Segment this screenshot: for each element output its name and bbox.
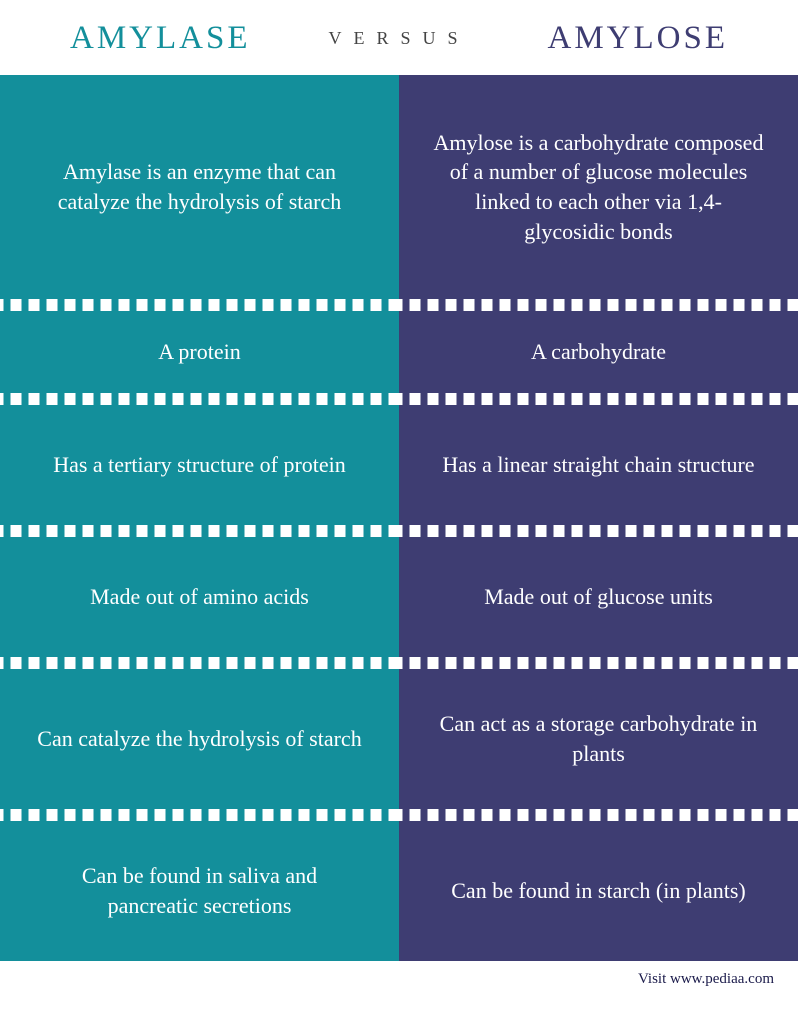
divider-icon [399, 393, 798, 405]
divider-icon [0, 657, 399, 669]
divider-icon [399, 525, 798, 537]
divider-icon [0, 525, 399, 537]
left-cell-type: A protein [0, 311, 399, 393]
divider-icon [0, 393, 399, 405]
left-cell-location: Can be found in saliva and pancreatic se… [0, 821, 399, 961]
right-cell-definition: Amylose is a carbohydrate composed of a … [399, 75, 798, 299]
comparison-infographic: AMYLASE VERSUS AMYLOSE Amylase is an enz… [0, 0, 798, 1004]
right-cell-type: A carbohydrate [399, 311, 798, 393]
right-cell-location: Can be found in starch (in plants) [399, 821, 798, 961]
header-row: AMYLASE VERSUS AMYLOSE [0, 0, 798, 75]
divider-icon [399, 657, 798, 669]
left-cell-composition: Made out of amino acids [0, 537, 399, 657]
right-cell-structure: Has a linear straight chain structure [399, 405, 798, 525]
right-cell-composition: Made out of glucose units [399, 537, 798, 657]
left-column: Amylase is an enzyme that can catalyze t… [0, 75, 399, 961]
left-cell-structure: Has a tertiary structure of protein [0, 405, 399, 525]
divider-icon [0, 299, 399, 311]
right-column: Amylose is a carbohydrate composed of a … [399, 75, 798, 961]
footer-credit: Visit www.pediaa.com [0, 961, 798, 1004]
header-versus-label: VERSUS [320, 28, 477, 49]
header-right-title: AMYLOSE [478, 20, 798, 57]
divider-icon [399, 809, 798, 821]
header-left-title: AMYLASE [0, 20, 320, 57]
left-cell-definition: Amylase is an enzyme that can catalyze t… [0, 75, 399, 299]
left-cell-function: Can catalyze the hydrolysis of starch [0, 669, 399, 809]
divider-icon [399, 299, 798, 311]
comparison-columns: Amylase is an enzyme that can catalyze t… [0, 75, 798, 961]
divider-icon [0, 809, 399, 821]
right-cell-function: Can act as a storage carbohydrate in pla… [399, 669, 798, 809]
